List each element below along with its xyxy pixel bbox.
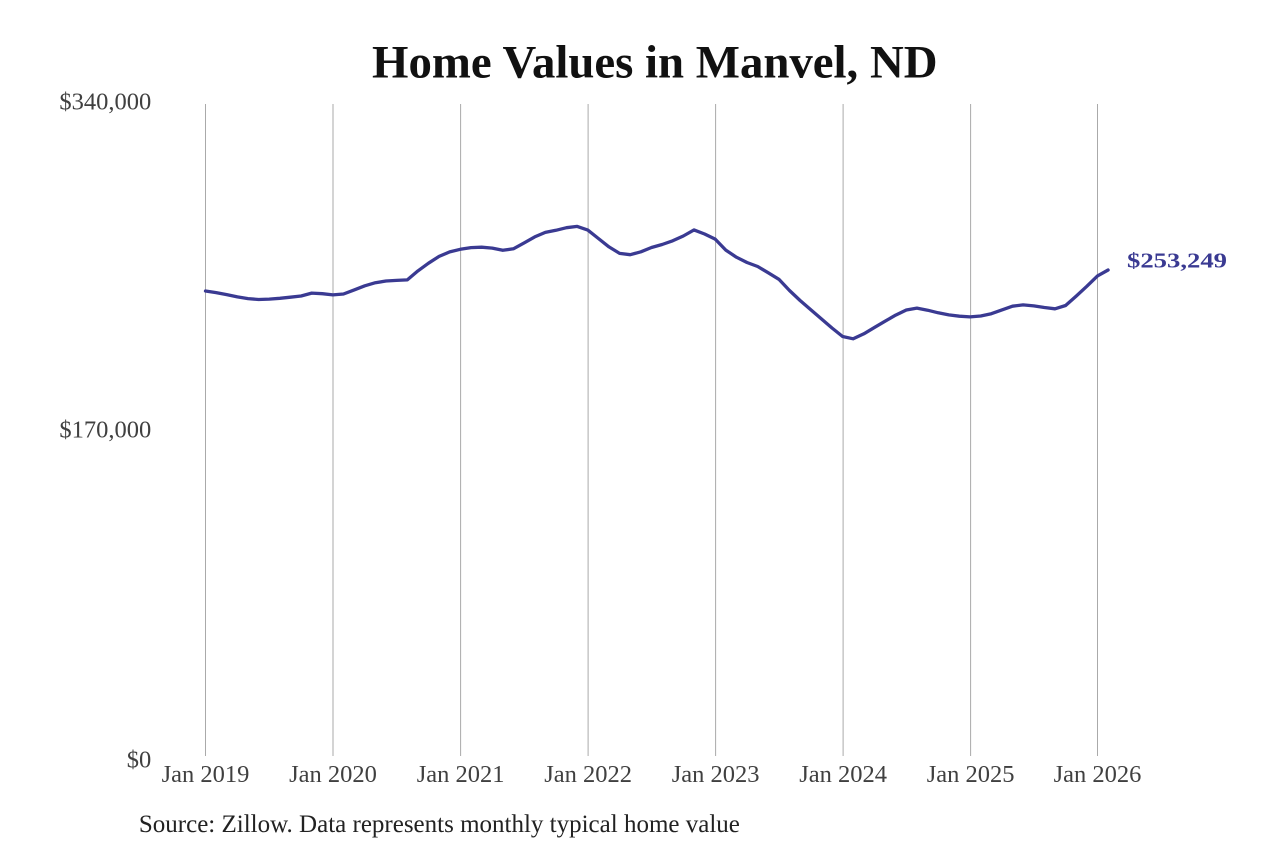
svg-text:$0: $0 (127, 747, 152, 774)
svg-text:Jan 2024: Jan 2024 (799, 761, 887, 788)
svg-text:$253,249: $253,249 (1127, 249, 1227, 273)
svg-text:Jan 2019: Jan 2019 (162, 761, 250, 788)
svg-text:$170,000: $170,000 (59, 416, 151, 443)
svg-text:Jan 2021: Jan 2021 (417, 761, 505, 788)
svg-text:Source: Zillow. Data represent: Source: Zillow. Data represents monthly … (139, 811, 740, 838)
svg-text:Jan 2023: Jan 2023 (672, 761, 760, 788)
svg-text:Home Values in Manvel, ND: Home Values in Manvel, ND (372, 36, 938, 88)
svg-text:Jan 2020: Jan 2020 (289, 761, 377, 788)
svg-text:Jan 2026: Jan 2026 (1054, 761, 1142, 788)
svg-text:$340,000: $340,000 (59, 89, 151, 116)
svg-text:Jan 2025: Jan 2025 (927, 761, 1015, 788)
svg-text:Jan 2022: Jan 2022 (544, 761, 632, 788)
